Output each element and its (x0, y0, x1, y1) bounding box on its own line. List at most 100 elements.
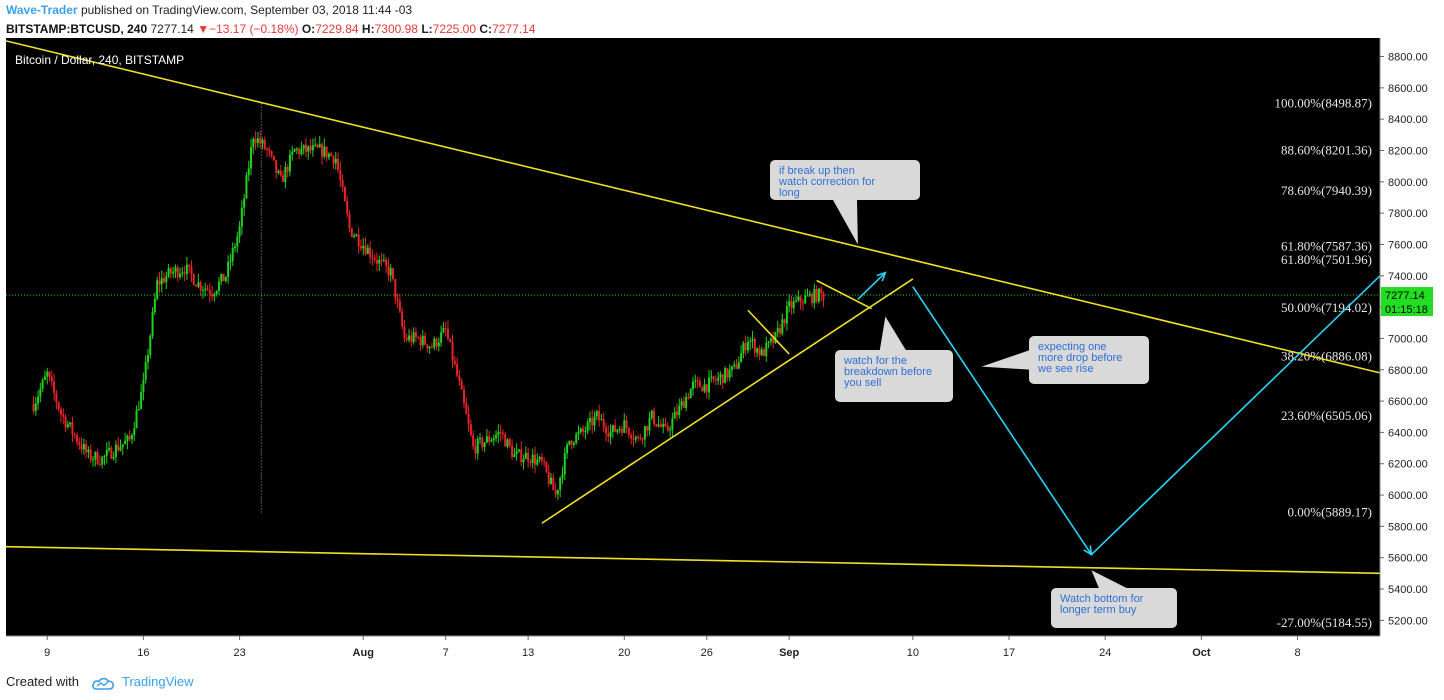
y-tick-label: 6800.00 (1388, 365, 1428, 377)
price-chart[interactable]: 100.00%(8498.87) 88.60%(8201.36) 78.60%(79… (0, 38, 1444, 664)
candle-body (453, 360, 456, 364)
candle-body (495, 434, 498, 439)
time-axis[interactable] (0, 636, 1380, 664)
candle-body (536, 459, 539, 465)
candle-body (309, 146, 312, 151)
candle-body (236, 236, 239, 247)
annotation-callout[interactable]: Watch bottom for longer term buy (1051, 570, 1177, 628)
candle-body (417, 337, 420, 339)
candle-body (653, 410, 656, 425)
candle-body (781, 319, 784, 334)
candle-body (646, 426, 649, 431)
x-tick-label: Oct (1192, 647, 1211, 659)
upper-descending-trendline[interactable] (5, 40, 1381, 374)
candle-body (696, 380, 699, 382)
candle-body (355, 234, 358, 237)
annotation-callout[interactable]: watch for the breakdown before you sell (835, 316, 953, 402)
y-tick-label: 6000.00 (1388, 490, 1428, 502)
lower-support-line[interactable] (5, 545, 1381, 575)
candle-body (694, 380, 697, 382)
candle-body (630, 434, 633, 439)
y-tick-label: 6600.00 (1388, 396, 1428, 408)
ascending-support-line[interactable] (541, 278, 914, 524)
price-axis[interactable] (1380, 38, 1444, 664)
candle-body (337, 158, 340, 170)
candle-body (678, 405, 681, 416)
candle-body (252, 138, 255, 148)
candle-body (643, 426, 646, 440)
candle-body (650, 410, 653, 419)
candle-body (32, 404, 35, 412)
y-tick-label: 6200.00 (1388, 459, 1428, 471)
candle-body (779, 328, 782, 334)
candle-body (559, 477, 562, 490)
candle-body (710, 376, 713, 378)
rise-path-arrow[interactable] (1090, 275, 1381, 556)
short-wedge-top[interactable] (816, 279, 872, 310)
annotation-callout[interactable]: expecting one more drop before we see rise (981, 336, 1149, 384)
candle-body (339, 169, 342, 181)
x-tick-label: 17 (1003, 647, 1015, 659)
candle-body (446, 328, 449, 339)
drop-path-arrow[interactable] (912, 286, 1093, 556)
annotation-callout[interactable]: if break up then watch correction for long (770, 160, 920, 245)
candle-body (472, 435, 475, 447)
down-arrow-icon: ▼ (197, 22, 210, 36)
candle-body (485, 436, 488, 443)
short-flag-line[interactable] (747, 309, 790, 355)
candle-body (588, 417, 591, 423)
callout-pointer (981, 350, 1029, 370)
y-tick-label: 8400.00 (1388, 114, 1428, 126)
candle-body (119, 447, 122, 451)
candle-body (550, 477, 553, 484)
candle-body (153, 298, 156, 313)
candle-body (712, 376, 715, 380)
candle-body (176, 267, 179, 277)
candle-body (458, 375, 461, 382)
author-link[interactable]: Wave-Trader (6, 3, 78, 17)
candle-body (357, 234, 360, 247)
close-value: 7277.14 (492, 22, 536, 36)
candle-body (717, 377, 720, 381)
candle-body (760, 349, 763, 356)
candle-body (263, 140, 266, 149)
candle-body (463, 389, 465, 403)
candle-body (616, 429, 619, 432)
price-tag (1381, 287, 1433, 303)
candle-body (238, 226, 241, 237)
candle-body (311, 145, 314, 151)
fib-level-label: 0.00%(5889.17) (1288, 504, 1373, 519)
candle-body (659, 424, 662, 427)
symbol-label: BITSTAMP:BTCUSD, 240 (6, 22, 148, 36)
candle-body (307, 146, 310, 152)
candle-body (442, 328, 445, 333)
candle-body (641, 439, 644, 441)
candle-body (408, 335, 411, 341)
candle-body (685, 396, 688, 408)
breakout-arrow[interactable] (857, 272, 886, 300)
candle-body (618, 429, 621, 431)
candle-body (476, 438, 479, 454)
plot-area[interactable] (6, 38, 1380, 636)
created-with-text: Created with (6, 674, 79, 689)
candle-body (96, 452, 99, 464)
candle-body (602, 419, 605, 428)
tradingview-link[interactable]: TradingView (122, 674, 194, 689)
candle-body (275, 160, 278, 173)
x-tick-label: Sep (779, 647, 799, 659)
candle-body (611, 425, 614, 432)
candle-body (483, 442, 486, 448)
tradingview-cloud-icon (91, 677, 114, 690)
candle-body (728, 369, 731, 378)
candle-body (282, 175, 285, 183)
candle-body (412, 332, 415, 342)
candle-body (572, 442, 575, 445)
candle-body (231, 248, 234, 262)
candle-body (437, 342, 440, 347)
candle-body (201, 289, 204, 291)
candle-body (595, 411, 598, 417)
candle-body (291, 151, 294, 155)
candle-body (497, 431, 500, 435)
close-label: C: (479, 22, 493, 36)
candle-body (330, 153, 333, 156)
